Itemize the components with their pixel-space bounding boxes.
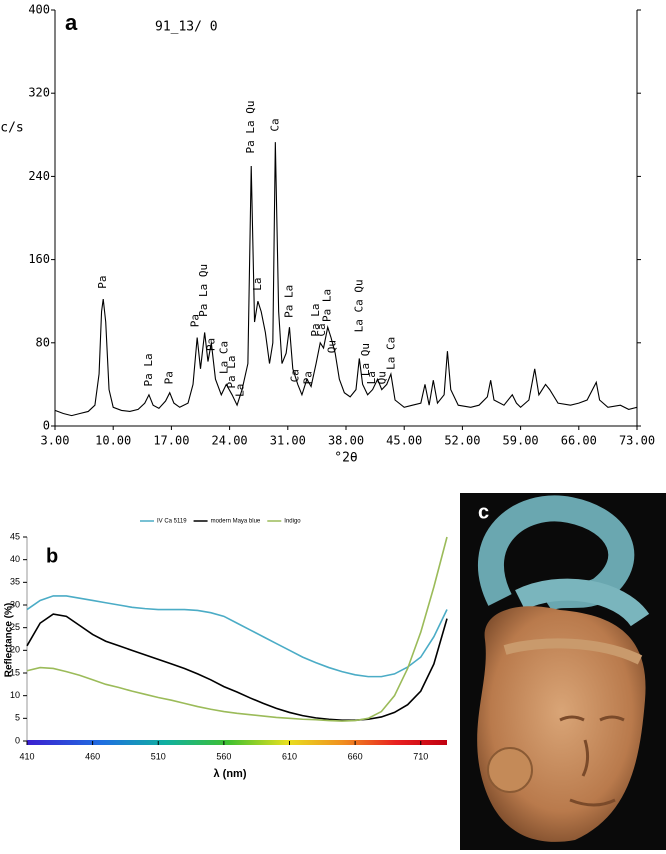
peak-annotation: Pa La bbox=[282, 285, 295, 318]
ear-spool bbox=[487, 747, 533, 793]
data-line bbox=[26, 613, 448, 721]
chart-title: 91_13/ 0 bbox=[155, 20, 218, 35]
peak-annotation: Pa La bbox=[309, 303, 322, 336]
panel-label: a bbox=[65, 10, 78, 35]
x-tick-label: 10.00 bbox=[95, 434, 131, 448]
y-axis-title: Reflectance (%) bbox=[4, 603, 15, 677]
peak-annotation: Pa La Qu bbox=[197, 264, 210, 317]
spectrum-band bbox=[27, 740, 447, 745]
peak-annotation: La Ca Qu bbox=[352, 279, 365, 332]
data-line bbox=[54, 142, 638, 417]
x-tick-label: 3.00 bbox=[41, 434, 70, 448]
peak-annotation: Pa bbox=[163, 371, 176, 384]
photo bbox=[460, 493, 666, 850]
headband bbox=[503, 638, 643, 665]
peak-annotation: Pa La bbox=[321, 289, 334, 322]
peak-annotation: La Qu bbox=[359, 343, 372, 376]
x-tick-label: 66.00 bbox=[561, 434, 597, 448]
peak-annotation: La bbox=[365, 371, 378, 384]
x-tick-label: 510 bbox=[151, 751, 166, 761]
y-tick-label: 40 bbox=[10, 554, 20, 564]
y-tick-label: 15 bbox=[10, 667, 20, 677]
x-axis-title: λ (nm) bbox=[214, 768, 247, 780]
legend-label: modern Maya blue bbox=[211, 519, 261, 525]
peak-annotation: Pa bbox=[189, 314, 202, 327]
y-axis-title: c/s bbox=[0, 121, 23, 136]
y-tick-label: 20 bbox=[10, 645, 20, 655]
x-tick-label: 560 bbox=[216, 751, 231, 761]
peak-annotation: La Ca bbox=[385, 337, 398, 370]
chart: 0 80 160 240 320 400 3.00 10.00 17.00 24.00 31.00 3… bbox=[0, 3, 655, 466]
blue-band bbox=[515, 578, 650, 627]
y-tick-label: 320 bbox=[28, 86, 50, 100]
peak-annotation: Ca bbox=[268, 118, 281, 131]
x-tick-label: 710 bbox=[413, 751, 428, 761]
x-tick-label: 460 bbox=[85, 751, 100, 761]
peak-annotation: Pa bbox=[204, 338, 217, 351]
x-tick-label: 38.00 bbox=[328, 434, 364, 448]
peak-annotation: La bbox=[233, 384, 246, 397]
y-tick-label: 160 bbox=[28, 252, 50, 266]
x-axis-title: °2θ bbox=[334, 451, 357, 466]
peak-annotation: La bbox=[251, 278, 264, 291]
y-tick-label: 35 bbox=[10, 577, 20, 587]
x-tick-label: 660 bbox=[348, 751, 363, 761]
x-tick-label: 410 bbox=[19, 751, 34, 761]
data-line bbox=[26, 595, 448, 678]
x-tick-label: 73.00 bbox=[619, 434, 655, 448]
peak-annotation: Pa La bbox=[225, 355, 238, 388]
x-tick-label: 45.00 bbox=[386, 434, 422, 448]
y-tick-label: 25 bbox=[10, 622, 20, 632]
y-tick-label: 80 bbox=[36, 335, 50, 349]
peak-annotation: Pa bbox=[302, 371, 315, 384]
data-line bbox=[26, 536, 448, 722]
peak-annotation: Qu bbox=[326, 340, 339, 353]
peak-annotation: La Ca bbox=[218, 341, 231, 374]
y-tick-label: 30 bbox=[10, 599, 20, 609]
y-tick-label: 400 bbox=[28, 3, 50, 17]
peak-annotation: Qu bbox=[376, 371, 389, 384]
x-tick-label: 52.00 bbox=[444, 434, 480, 448]
x-tick-label: 31.00 bbox=[270, 434, 306, 448]
peak-annotation: Ca bbox=[315, 323, 328, 336]
x-tick-label: 59.00 bbox=[503, 434, 539, 448]
x-tick-label: 24.00 bbox=[212, 434, 248, 448]
legend-label: Indigo bbox=[284, 519, 301, 525]
peak-annotation: Pa La Qu bbox=[244, 101, 257, 154]
x-tick-label: 17.00 bbox=[153, 434, 189, 448]
y-tick-label: 5 bbox=[15, 713, 20, 723]
peak-annotation: Ca bbox=[288, 369, 301, 382]
peak-annotation: Pa La bbox=[142, 353, 155, 386]
y-tick-label: 240 bbox=[28, 169, 50, 183]
y-tick-label: 0 bbox=[15, 735, 20, 745]
panel-label: c bbox=[478, 501, 489, 523]
y-tick-label: 0 bbox=[43, 419, 50, 433]
y-tick-label: 45 bbox=[10, 531, 20, 541]
x-tick-label: 610 bbox=[282, 751, 297, 761]
y-tick-label: 10 bbox=[10, 690, 20, 700]
face-features bbox=[559, 715, 625, 807]
legend-label: IV Ca 5119 bbox=[157, 519, 187, 525]
panel-label: b bbox=[46, 545, 58, 567]
peak-annotation: Pa bbox=[96, 275, 109, 288]
